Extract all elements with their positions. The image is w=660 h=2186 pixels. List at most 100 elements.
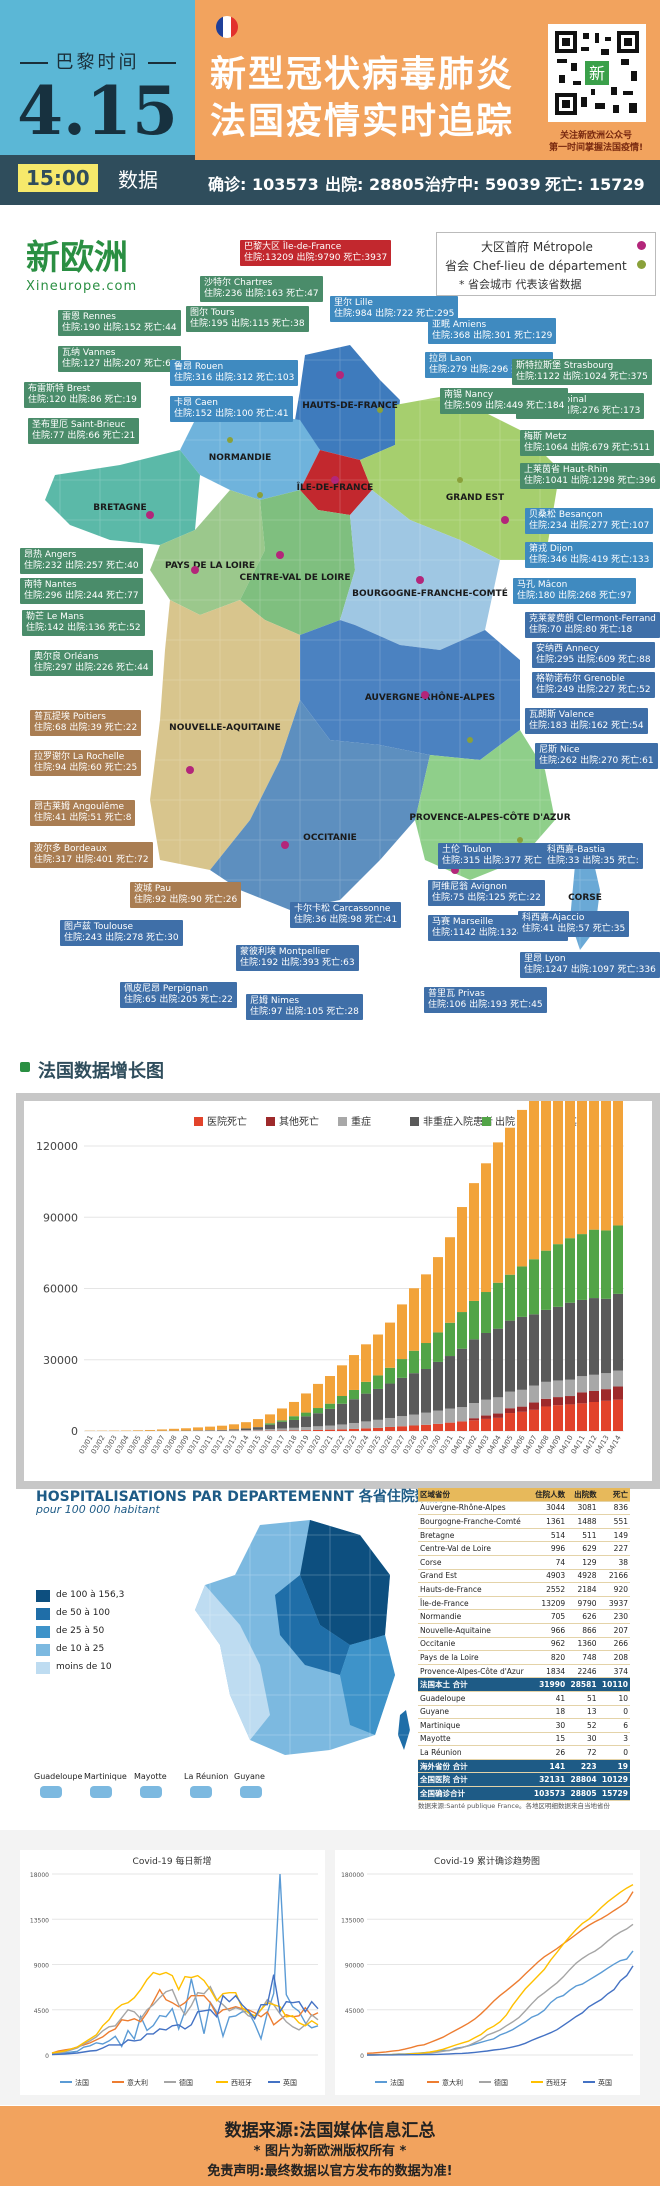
bar-segment xyxy=(277,1428,287,1431)
bar-segment xyxy=(193,1427,203,1431)
bar-segment xyxy=(529,1385,539,1403)
metropole-dot-icon xyxy=(637,241,646,250)
bar-segment xyxy=(481,1415,491,1419)
bar-segment xyxy=(421,1368,431,1413)
bar-segment xyxy=(613,1225,623,1294)
bar-segment xyxy=(541,1398,551,1407)
city-label: 尼斯 Nice 住院:262 出院:270 死亡:61 xyxy=(535,743,658,769)
cumulative-cases-chart: Covid-19 累计确诊趋势图 0 45000 90000 135000 180000 法… xyxy=(335,1850,640,2095)
city-label: 图尔 Tours 住院:195 出院:115 死亡:38 xyxy=(186,306,309,332)
table-cell: 死亡 xyxy=(598,1488,630,1502)
city-label-values: 住院:183 出院:162 死亡:54 xyxy=(529,721,644,731)
city-label: 拉罗谢尔 La Rochelle 住院:94 出院:60 死亡:25 xyxy=(30,750,142,776)
legend-label: 重症 xyxy=(351,1115,371,1128)
table-cell: 3044 xyxy=(530,1501,568,1516)
bar-segment xyxy=(421,1274,431,1344)
table-cell: 962 xyxy=(530,1637,568,1652)
bar-segment xyxy=(301,1412,311,1417)
bar-segment xyxy=(469,1339,479,1404)
stat-in-treatment: 治疗中: 59039 xyxy=(425,175,541,194)
footer-disclaimer: 免责声明:最终数据以官方发布的数据为准! xyxy=(207,2164,453,2179)
table-cell: 72 xyxy=(567,1745,599,1760)
bar-segment xyxy=(301,1393,311,1413)
bar-segment xyxy=(601,1005,611,1231)
footer-copyright: * 图片为新欧洲版权所有 * xyxy=(253,2144,407,2159)
city-label: 佩皮尼昂 Perpignan 住院:65 出院:205 死亡:22 xyxy=(120,982,237,1008)
bar-segment xyxy=(505,1391,515,1409)
table-cell: 103573 xyxy=(530,1786,568,1801)
bar-segment xyxy=(577,1030,587,1235)
series-line xyxy=(51,1974,319,2056)
french-flag-icon xyxy=(216,16,238,38)
city-label-values: 住院:1064 出院:679 死亡:511 xyxy=(524,443,651,453)
city-label: 普里瓦 Privas 住院:106 出院:193 死亡:45 xyxy=(424,987,547,1013)
bar-segment xyxy=(301,1416,311,1428)
table-cell: Provence-Alpes-Côte d'Azur xyxy=(418,1664,531,1679)
bar-segment xyxy=(181,1428,191,1431)
bar-segment xyxy=(613,1399,623,1431)
table-cell: 13 xyxy=(567,1705,599,1720)
bar-segment xyxy=(601,1400,611,1431)
table-cell: 3937 xyxy=(598,1596,630,1611)
bar-segment xyxy=(481,1399,491,1416)
city-label-name: 鲁昂 Rouen xyxy=(174,362,224,372)
region-names: HAUTS-DE-FRANCE NORMANDIE ÎLE-DE-FRANCE … xyxy=(93,401,602,903)
table-cell: 0 xyxy=(598,1745,630,1760)
bar-segment xyxy=(457,1348,467,1408)
legend-label: 法国 xyxy=(75,2078,89,2087)
city-label-values: 住院:262 出院:270 死亡:61 xyxy=(539,756,654,766)
legend-label: 医院死亡 xyxy=(207,1115,247,1128)
bar-segment xyxy=(577,1392,587,1404)
bar-segment xyxy=(157,1429,167,1431)
city-label: 波城 Pau 住院:92 出院:90 死亡:26 xyxy=(130,882,242,908)
bar-segment xyxy=(433,1423,443,1431)
time-suffix: 数据 xyxy=(118,168,158,192)
bar-segment xyxy=(577,1299,587,1377)
table-cell: 2552 xyxy=(530,1582,568,1597)
bar-segment xyxy=(361,1421,371,1429)
bar-segment xyxy=(385,1383,395,1418)
bar-segment xyxy=(529,1409,539,1431)
bar-segment xyxy=(589,1390,599,1403)
bar-segment xyxy=(373,1388,383,1420)
chart-background xyxy=(335,1850,640,2095)
y-tick-label: 0 xyxy=(45,2053,49,2060)
bar-segment xyxy=(265,1423,275,1425)
table-row: Pays de la Loire 820 748 208 xyxy=(418,1650,630,1665)
hosp-choropleth-map xyxy=(190,1515,410,1765)
bar-segment xyxy=(385,1426,395,1431)
bar-segment xyxy=(553,1380,563,1398)
table-cell: Corse xyxy=(418,1555,531,1570)
city-label-name: 昂古莱姆 Angoulême xyxy=(34,802,124,812)
bar-segment xyxy=(433,1361,443,1411)
city-label-name: 勒芒 Le Mans xyxy=(26,612,84,622)
city-label-values: 住院:1142 出院:1324 死亡:195 xyxy=(432,928,564,938)
bar-segment xyxy=(541,1309,551,1382)
logo-cn: 新欧洲 xyxy=(26,238,128,278)
table-cell: 9790 xyxy=(567,1596,599,1611)
city-label: 蒙彼利埃 Montpellier 住院:192 出院:393 死亡:63 xyxy=(236,945,359,971)
bar-segment xyxy=(493,1417,503,1431)
bar-segment xyxy=(613,1293,623,1371)
bar-segment xyxy=(325,1429,335,1431)
region-label-pdl: PAYS DE LA LOIRE xyxy=(165,561,255,571)
table-cell: 10129 xyxy=(598,1772,630,1788)
bar-segment xyxy=(337,1403,347,1425)
table-cell: 38 xyxy=(598,1555,630,1570)
footer xyxy=(0,2106,660,2186)
city-label-name: 拉昂 Laon xyxy=(429,354,472,364)
title-line-1: 新型冠状病毒肺炎 xyxy=(210,54,515,95)
city-label-name: 卡尔卡松 Carcassonne xyxy=(294,904,391,914)
bar-segment xyxy=(577,1376,587,1393)
bar-segment xyxy=(253,1419,263,1428)
bar-segment xyxy=(493,1282,503,1329)
table-row: Guadeloupe 41 51 10 xyxy=(418,1691,630,1706)
hosp-legend-swatch xyxy=(36,1590,50,1602)
overseas-shape xyxy=(190,1786,212,1798)
region-label-hdf: HAUTS-DE-FRANCE xyxy=(302,401,398,411)
bar-segment xyxy=(601,1230,611,1299)
bar-segment xyxy=(337,1365,347,1396)
bar-segment xyxy=(565,1379,575,1397)
bar-segment xyxy=(445,1237,455,1323)
region-label-normandie: NORMANDIE xyxy=(209,453,272,463)
